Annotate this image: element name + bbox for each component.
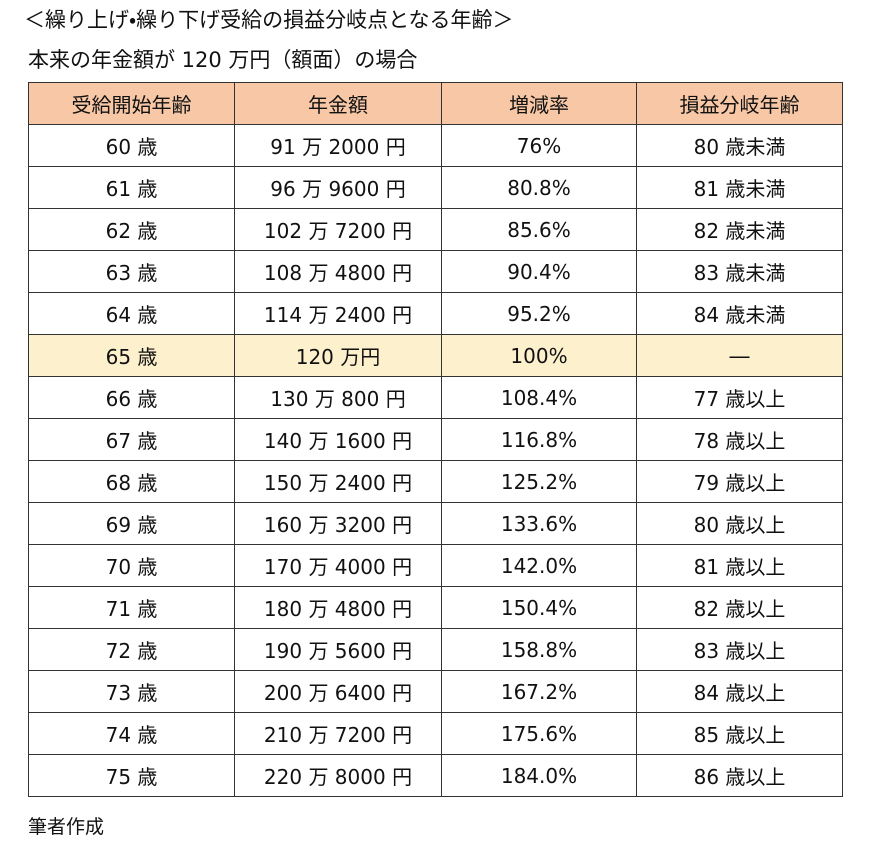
table-row: 70 歳 170 万 4000 円 142.0% 81 歳以上	[28, 544, 843, 587]
table-cell: 80 歳未満	[636, 124, 843, 167]
table-cell: 61 歳	[28, 166, 235, 209]
table-cell: 72 歳	[28, 628, 235, 671]
header-cell: 損益分岐年齢	[636, 82, 843, 125]
table-row: 71 歳 180 万 4800 円 150.4% 82 歳以上	[28, 586, 843, 629]
table-cell: 63 歳	[28, 250, 235, 293]
table-cell: 60 歳	[28, 124, 235, 167]
table-cell: 81 歳未満	[636, 166, 843, 209]
table-cell: 69 歳	[28, 502, 235, 545]
header-cell: 受給開始年齢	[28, 82, 235, 125]
table-cell: 220 万 8000 円	[234, 754, 442, 797]
table-row: 68 歳 150 万 2400 円 125.2% 79 歳以上	[28, 460, 843, 503]
table-cell: 114 万 2400 円	[234, 292, 442, 335]
table-cell: 71 歳	[28, 586, 235, 629]
table-cell: 75 歳	[28, 754, 235, 797]
table-cell: 170 万 4000 円	[234, 544, 442, 587]
table-cell: 90.4%	[441, 250, 637, 293]
table-cell: 200 万 6400 円	[234, 670, 442, 713]
table-cell: 80 歳以上	[636, 502, 843, 545]
table-row: 72 歳 190 万 5600 円 158.8% 83 歳以上	[28, 628, 843, 671]
table-row: 66 歳 130 万 800 円 108.4% 77 歳以上	[28, 376, 843, 419]
table-cell: 74 歳	[28, 712, 235, 755]
table-cell: 175.6%	[441, 712, 637, 755]
table-cell: 158.8%	[441, 628, 637, 671]
table-row: 62 歳 102 万 7200 円 85.6% 82 歳未満	[28, 208, 843, 251]
table-cell: 125.2%	[441, 460, 637, 503]
table-cell: 83 歳以上	[636, 628, 843, 671]
header-cell: 年金額	[234, 82, 442, 125]
table-cell: 85 歳以上	[636, 712, 843, 755]
table-cell: 120 万円	[234, 334, 442, 377]
table-cell: 180 万 4800 円	[234, 586, 442, 629]
table-cell: 83 歳未満	[636, 250, 843, 293]
table-cell: 82 歳以上	[636, 586, 843, 629]
table-cell: 184.0%	[441, 754, 637, 797]
table-cell: 62 歳	[28, 208, 235, 251]
table-cell: 95.2%	[441, 292, 637, 335]
table-cell: 77 歳以上	[636, 376, 843, 419]
footnote: 筆者作成	[28, 816, 105, 838]
table: 受給開始年齢 年金額 増減率 損益分岐年齢 60 歳 91 万 2000 円 76% 80 …	[28, 82, 843, 797]
table-row: 74 歳 210 万 7200 円 175.6% 85 歳以上	[28, 712, 843, 755]
table-row: 75 歳 220 万 8000 円 184.0% 86 歳以上	[28, 754, 843, 797]
table-cell: 140 万 1600 円	[234, 418, 442, 461]
table-cell: ―	[636, 334, 843, 377]
table-cell: 86 歳以上	[636, 754, 843, 797]
table-cell: 116.8%	[441, 418, 637, 461]
table-cell: 73 歳	[28, 670, 235, 713]
table-cell: 210 万 7200 円	[234, 712, 442, 755]
table-row: 63 歳 108 万 4800 円 90.4% 83 歳未満	[28, 250, 843, 293]
table-cell: 84 歳未満	[636, 292, 843, 335]
subtitle: 本来の年金額が 120 万円（額面）の場合	[28, 48, 418, 72]
table-row: 67 歳 140 万 1600 円 116.8% 78 歳以上	[28, 418, 843, 461]
table-cell: 133.6%	[441, 502, 637, 545]
table-row: 60 歳 91 万 2000 円 76% 80 歳未満	[28, 124, 843, 167]
table-cell: 82 歳未満	[636, 208, 843, 251]
table-cell: 79 歳以上	[636, 460, 843, 503]
table-cell: 85.6%	[441, 208, 637, 251]
table-cell: 84 歳以上	[636, 670, 843, 713]
table-cell: 78 歳以上	[636, 418, 843, 461]
table-cell: 108 万 4800 円	[234, 250, 442, 293]
table-cell: 102 万 7200 円	[234, 208, 442, 251]
table-cell: 80.8%	[441, 166, 637, 209]
table-cell: 65 歳	[28, 334, 235, 377]
table-row: 61 歳 96 万 9600 円 80.8% 81 歳未満	[28, 166, 843, 209]
title: ＜繰り上げ・繰り下げ受給の損益分岐点となる年齢＞	[24, 8, 514, 32]
table-cell: 150 万 2400 円	[234, 460, 442, 503]
table-cell: 150.4%	[441, 586, 637, 629]
table-cell: 160 万 3200 円	[234, 502, 442, 545]
table-row: 64 歳 114 万 2400 円 95.2% 84 歳未満	[28, 292, 843, 335]
table-cell: 67 歳	[28, 418, 235, 461]
table-cell: 108.4%	[441, 376, 637, 419]
table-cell: 70 歳	[28, 544, 235, 587]
table-cell: 130 万 800 円	[234, 376, 442, 419]
header-cell: 増減率	[441, 82, 637, 125]
table-row: 65 歳 120 万円 100% ―	[28, 334, 843, 377]
table-cell: 64 歳	[28, 292, 235, 335]
header-row: 受給開始年齢 年金額 増減率 損益分岐年齢	[28, 82, 843, 125]
table-row: 69 歳 160 万 3200 円 133.6% 80 歳以上	[28, 502, 843, 545]
table-cell: 68 歳	[28, 460, 235, 503]
table-cell: 142.0%	[441, 544, 637, 587]
table-cell: 96 万 9600 円	[234, 166, 442, 209]
table-cell: 190 万 5600 円	[234, 628, 442, 671]
table-cell: 167.2%	[441, 670, 637, 713]
table-cell: 91 万 2000 円	[234, 124, 442, 167]
table-cell: 100%	[441, 334, 637, 377]
table-row: 73 歳 200 万 6400 円 167.2% 84 歳以上	[28, 670, 843, 713]
table-cell: 81 歳以上	[636, 544, 843, 587]
table-cell: 76%	[441, 124, 637, 167]
table-cell: 66 歳	[28, 376, 235, 419]
